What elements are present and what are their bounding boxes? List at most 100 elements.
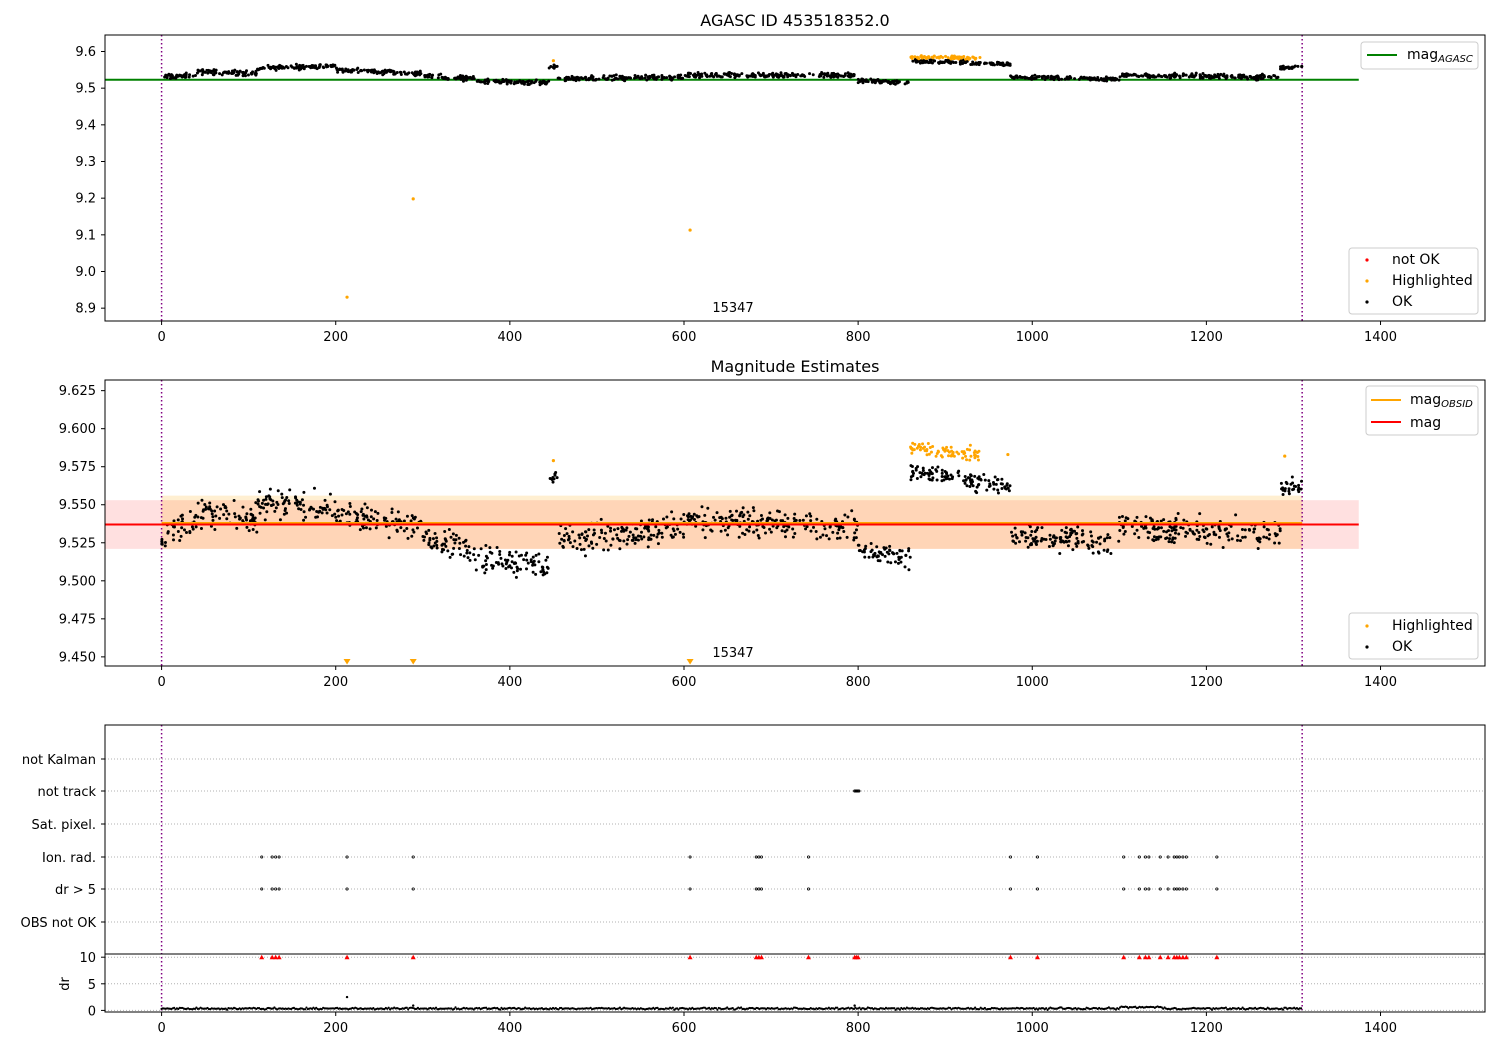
highlighted-point	[913, 442, 917, 446]
ok-point	[1123, 519, 1127, 523]
ok-point	[1248, 528, 1252, 532]
ok-point	[531, 555, 535, 559]
ok-point	[1272, 74, 1276, 77]
ok-point	[1068, 74, 1072, 78]
ok-point	[1117, 78, 1121, 82]
ok-point	[214, 514, 218, 518]
ok-point	[719, 75, 723, 79]
ok-point	[340, 508, 344, 512]
ok-point	[166, 73, 170, 77]
ok-point	[1135, 515, 1139, 519]
highlighted-point	[967, 57, 971, 61]
highlighted-point	[915, 446, 919, 450]
ok-point	[657, 528, 661, 532]
dr-point	[707, 1006, 711, 1009]
dr-point	[407, 1008, 410, 1011]
ok-point	[1206, 534, 1210, 538]
ok-point	[728, 75, 732, 79]
ok-point	[1191, 73, 1194, 77]
ok-point	[861, 81, 865, 85]
ok-point	[660, 535, 664, 539]
ok-point	[435, 539, 439, 543]
dr-tick-label: 0	[88, 1004, 96, 1019]
ok-point	[1121, 525, 1125, 529]
ok-point	[534, 572, 538, 576]
ok-point	[1063, 77, 1067, 81]
ok-point	[295, 503, 299, 507]
ok-point	[609, 543, 613, 547]
ok-point	[1064, 535, 1068, 539]
ok-point	[836, 531, 840, 535]
ok-point	[651, 518, 655, 522]
ok-point	[1094, 78, 1098, 82]
ok-point	[809, 519, 813, 523]
ok-point	[606, 548, 610, 552]
highlighted-point	[943, 447, 947, 451]
ok-point	[487, 80, 491, 84]
ok-point	[227, 512, 231, 516]
ok-point	[332, 64, 336, 68]
ok-point	[1000, 477, 1004, 481]
ok-point	[871, 555, 875, 559]
ok-point	[854, 536, 858, 540]
highlighted-point	[551, 459, 555, 463]
flag-point	[1181, 855, 1185, 859]
ok-point	[723, 528, 727, 532]
ok-point	[410, 514, 414, 518]
ok-point	[1167, 540, 1171, 544]
ok-point	[742, 513, 746, 517]
ok-point	[774, 518, 778, 522]
flag-point	[1158, 887, 1162, 891]
ok-point	[405, 514, 409, 518]
ok-point	[519, 567, 523, 571]
flag-point	[260, 855, 264, 859]
ok-point	[651, 75, 655, 79]
ok-point	[1174, 516, 1178, 520]
ok-point	[1181, 73, 1185, 77]
dr-point	[1114, 1008, 1117, 1011]
ok-point	[738, 513, 742, 517]
ok-point	[892, 552, 896, 556]
ok-point	[508, 550, 512, 554]
ok-point	[773, 73, 777, 77]
ok-point	[1122, 532, 1126, 536]
ok-point	[1060, 77, 1064, 81]
ok-point	[1280, 67, 1284, 71]
ok-point	[950, 477, 954, 481]
legend-marker-ok	[1365, 300, 1369, 304]
legend-label-mag: mag	[1410, 415, 1441, 431]
ok-point	[1236, 534, 1240, 538]
ok-point	[479, 80, 483, 84]
ok-point	[1170, 540, 1174, 544]
ok-point	[992, 487, 996, 491]
ok-point	[328, 492, 332, 496]
ok-point	[362, 526, 365, 530]
ok-point	[779, 73, 783, 77]
ok-point	[584, 537, 588, 541]
ok-point	[595, 542, 599, 546]
dr-point	[412, 1004, 415, 1007]
dr-point	[978, 1008, 981, 1011]
highlighted-point	[962, 452, 966, 456]
ok-point	[730, 72, 734, 76]
ok-point	[676, 527, 680, 531]
flag-point	[274, 855, 278, 859]
ok-point	[864, 544, 868, 548]
ok-point	[726, 73, 730, 77]
ok-point	[766, 518, 770, 522]
ok-point	[888, 548, 892, 552]
highlighted-point	[910, 451, 914, 455]
ok-point	[412, 517, 416, 521]
flag-point	[345, 887, 349, 891]
ok-point	[1043, 77, 1047, 81]
ok-point	[1179, 526, 1183, 530]
ok-point	[475, 79, 479, 83]
ok-point	[611, 537, 615, 541]
ok-point	[1209, 76, 1213, 80]
ok-point	[687, 75, 691, 79]
ok-point	[589, 540, 593, 544]
ok-point	[657, 531, 661, 535]
ok-point	[449, 535, 453, 539]
x-tick-label: 400	[497, 675, 522, 690]
ok-point	[620, 525, 624, 529]
